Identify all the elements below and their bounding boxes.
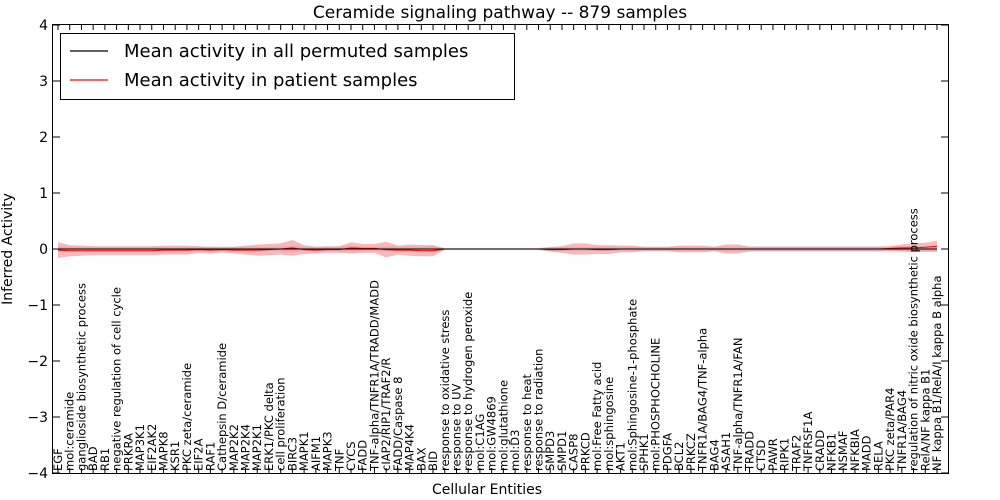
entity-label: CRADD xyxy=(813,430,827,471)
entity-label: SMPD1 xyxy=(555,431,569,471)
entity-label: BAD xyxy=(86,446,100,471)
entity-label: MAPK8 xyxy=(157,431,171,471)
entity-label: ASAH1 xyxy=(719,432,733,471)
entity-label: PDGFA xyxy=(660,433,674,471)
entity-label: PAWR xyxy=(766,438,780,471)
entity-label: FADD/Caspase 8 xyxy=(391,377,405,471)
entity-label: mol:D3 xyxy=(508,430,522,471)
entity-label: SMPD3 xyxy=(543,431,557,471)
entity-label: Cathepsin D/ceramide xyxy=(215,343,229,471)
legend-box xyxy=(60,33,515,100)
entity-label: EGF xyxy=(51,448,65,471)
entity-label: TNF-alpha/TNFR1A/TRADD/MADD xyxy=(367,280,381,472)
entity-label: FADD xyxy=(356,440,370,471)
y-tick-label: 0 xyxy=(39,242,48,258)
y-tick-label: 3 xyxy=(39,74,48,90)
series-lines xyxy=(57,245,938,252)
entity-label: RB1 xyxy=(98,448,112,471)
y-tick-label: 2 xyxy=(39,130,48,146)
entity-label: CYCS xyxy=(344,441,358,471)
entity-label: TRADD xyxy=(743,431,757,472)
legend-permuted-label: Mean activity in all permuted samples xyxy=(124,41,468,62)
legend: Mean activity in all permuted samples Me… xyxy=(60,33,515,100)
entity-label: mol:sphingosine xyxy=(602,377,616,471)
entity-label: MAP3K1 xyxy=(133,424,147,471)
entity-label: response to radiation xyxy=(532,349,546,471)
entity-label: PRKCD xyxy=(578,432,592,471)
entity-label: TNFR1A/BAG4/TNF-alpha xyxy=(696,328,710,472)
y-tick-label: 1 xyxy=(39,186,48,202)
y-tick-label: −3 xyxy=(27,410,48,426)
chart-title: Ceramide signaling pathway -- 879 sample… xyxy=(313,3,687,23)
entity-label: CASP8 xyxy=(567,434,581,471)
entity-label: MAPK3 xyxy=(321,431,335,471)
entity-label: MADD xyxy=(860,435,874,471)
entity-label: MAP4K4 xyxy=(403,424,417,471)
entity-label: BID xyxy=(426,451,440,471)
plot-frame xyxy=(52,24,949,474)
entity-label: TNF-alpha/TNFR1A/FAN xyxy=(731,338,745,472)
entity-label: RelA/NF kappa B1 xyxy=(918,369,932,471)
entity-label: CTSD xyxy=(754,440,768,471)
entity-label: NFKB1 xyxy=(825,433,839,471)
entity-label: response to oxidative stress xyxy=(438,310,452,471)
entity-label: PRKCZ xyxy=(684,433,698,471)
entity-label: regulation of nitric oxide biosynthetic … xyxy=(907,208,921,471)
entity-label: mol:Sphingosine-1-phosphate xyxy=(625,299,639,471)
entity-label: AKT1 xyxy=(614,442,628,471)
entity-label: MAP2K4 xyxy=(239,424,253,471)
entity-label: response to hydrogen peroxide xyxy=(461,292,475,471)
entity-label: BIRC3 xyxy=(285,437,299,471)
entity-label: mol:glutathione xyxy=(496,380,510,471)
entity-label: response to heat xyxy=(520,374,534,471)
y-tick-label: 4 xyxy=(39,18,48,34)
entity-label: mol:ceramide xyxy=(63,392,77,471)
entity-label: PKC zeta/ceramide xyxy=(180,363,194,471)
entity-label: SPHK1 xyxy=(637,433,651,471)
y-axis-label: Inferred Activity xyxy=(0,193,16,305)
entity-label: negative regulation of cell cycle xyxy=(110,287,124,471)
entity-label: AIFM1 xyxy=(309,436,323,471)
entity-label: EIF2AK2 xyxy=(145,424,159,471)
entity-label: NF kappa B1/RelA/I kappa B alpha xyxy=(930,275,944,471)
entity-label: BCL2 xyxy=(672,442,686,471)
y-tick-label: −2 xyxy=(27,354,48,370)
entity-label: NFKBIA xyxy=(848,429,862,471)
entity-label: TRAF2 xyxy=(789,435,803,472)
entity-label: MAP2K1 xyxy=(250,424,264,471)
entity-label: BAG4 xyxy=(707,439,721,471)
entity-label: TNFRSF1A xyxy=(801,412,815,472)
entity-label: mol:Free Fatty acid xyxy=(590,362,604,471)
x-axis xyxy=(57,25,938,473)
entity-label: TNFR1A/BAG4 xyxy=(895,390,909,472)
entity-label: PRKRA xyxy=(121,433,135,471)
y-tick-label: −1 xyxy=(27,298,48,314)
y-tick-label: −4 xyxy=(27,466,48,482)
entity-label: NSMAF xyxy=(836,431,850,471)
entity-label: mol:PHOSPHOCHOLINE xyxy=(649,338,663,471)
entity-label: mol:GW4869 xyxy=(485,396,499,471)
entity-label: ganglioside biosynthetic process xyxy=(74,283,88,471)
y-axis: −4 −3 −2 −1 0 1 2 3 4 xyxy=(27,18,948,482)
entity-label: mol:C1AG xyxy=(473,414,487,471)
legend-patient-label: Mean activity in patient samples xyxy=(124,70,418,91)
entity-label: response to UV xyxy=(450,383,464,471)
entity-label: PKC zeta/PAR4 xyxy=(883,388,897,471)
entity-label: MAPK1 xyxy=(297,431,311,471)
x-axis-label: Cellular Entities xyxy=(432,482,542,498)
entity-label: EIF2A xyxy=(192,438,206,471)
entity-label: BAX xyxy=(414,447,428,471)
entity-label: cell proliferation xyxy=(274,377,288,471)
entity-label: RAF1 xyxy=(203,442,217,471)
entity-label: cIAP2/RIP1/TRAF2/R xyxy=(379,358,393,471)
entity-label: MAP2K2 xyxy=(227,424,241,471)
entity-label: ERK1/PKC delta xyxy=(262,382,276,471)
entity-label: RIPK1 xyxy=(778,438,792,471)
entity-label: TNF xyxy=(332,449,346,472)
entity-label: KSR1 xyxy=(168,441,182,471)
entity-label: RELA xyxy=(871,441,885,471)
